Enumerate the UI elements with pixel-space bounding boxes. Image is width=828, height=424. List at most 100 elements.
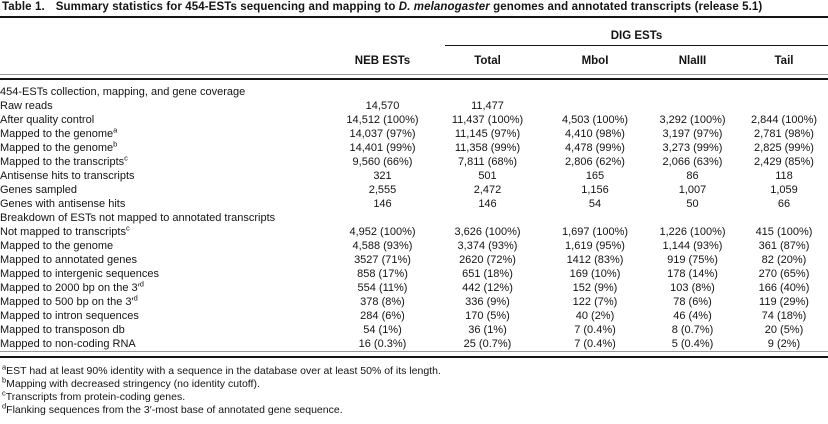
footnote: dFlanking sequences from the 3′-most bas… [2,401,826,417]
table-cell: 2,429 (85%) [754,156,814,168]
table-cell: 1,059 [770,184,798,196]
table-cell: 1412 (83%) [566,254,624,266]
caption-divider [0,16,828,18]
row-label: Mapped to 2000 bp on the 3′ [0,282,140,294]
table-cell: 858 (17%) [357,268,408,280]
table-row: Mapped to the genomeb 14,401 (99%) 11,358 … [0,140,828,155]
table-row: Antisense hits to transcripts 321 501 165 86… [0,169,828,183]
species-name: D. melanogaster [398,1,490,13]
row-label-cell: Antisense hits to transcripts [0,169,335,183]
row-label-cell: Genes with antisense hits [0,197,335,211]
row-label: Not mapped to transcripts [0,226,126,238]
row-label: Mapped to non-coding RNA [0,338,136,350]
table-cell: 166 (40%) [758,282,810,294]
table-cell: 9 (2%) [767,338,801,350]
table-cell: 3,374 (93%) [457,240,518,252]
table-cell: 119 (29%) [759,296,809,308]
table-row: Mapped to the genomea 14,037 (97%) 11,145 … [0,125,828,141]
table-cell: 1,156 [581,184,609,196]
table-cell: 3,626 (100%) [454,226,521,238]
row-label-cell: Mapped to annotated genes [0,253,335,267]
table-cell: 170 (5%) [465,310,510,322]
table-cell: 3527 (71%) [354,254,411,266]
table-cell [645,99,740,113]
table-row: Mapped to the genome 4,588 (93%) 3,374 (93… [0,239,828,253]
footnote-text: EST had at least 90% identity with a seq… [6,364,441,377]
table-number: Table 1. [2,1,45,13]
table-cell: 501 [478,170,497,182]
table-cell: 8 (0.7%) [671,324,714,336]
row-label: Genes with antisense hits [0,198,126,210]
table-cell: 1,144 (93%) [662,240,723,252]
table-row: After quality control 14,512 (100%) 11,437… [0,113,828,127]
table-row: Mapped to transposon db 54 (1%) 36 (1%) 7 (… [0,323,828,337]
table-cell: 14,037 (97%) [349,128,416,140]
table-cell: 122 (7%) [572,296,618,308]
table-cell: 5 (0.4%) [671,338,714,350]
row-label: Mapped to intron sequences [0,310,139,322]
footnote-marker: c [124,153,128,163]
table-cell: 11,358 (99%) [454,142,521,154]
row-label-cell: Mapped to intergenic sequences [0,267,335,281]
table-cell: 7 (0.4%) [574,324,616,336]
bottom-rule [0,351,828,358]
table-cell: 270 (65%) [758,268,810,280]
row-label: Mapped to the genome [0,240,114,252]
table-cell: 54 [588,198,602,210]
footnote-text: Transcripts from protein-coding genes. [5,390,186,403]
table-cell: 40 (2%) [575,310,615,322]
section-header: Breakdown of ESTs not mapped to annotate… [0,212,276,224]
table-cell: 378 (8%) [360,296,405,308]
summary-table: DIG ESTs NEB ESTs Total MboI NlaIII Tail… [0,18,828,358]
table-cell [545,99,645,113]
footnote-marker: a [113,125,118,135]
spanner-row: DIG ESTs [0,18,828,46]
table-cell: 165 [585,170,605,182]
table-cell: 1,619 (95%) [565,240,625,252]
table-caption: Table 1. Summary statistics for 454-ESTs … [0,0,828,16]
table-cell: 14,570 [365,100,400,112]
row-label: Mapped to the genome [0,128,114,140]
column-header-nlaiii: NlaIII [678,54,707,67]
table-cell: 1,007 [678,184,707,196]
table-cell: 152 (9%) [572,282,618,294]
table-cell [740,99,828,113]
column-header-row: NEB ESTs Total MboI NlaIII Tail [0,46,828,74]
table-row: Mapped to 500 bp on the 3′d 378 (8%) 336 (… [0,294,828,309]
table-cell: 3,273 (99%) [662,142,723,154]
table-cell: 9,560 (66%) [352,156,413,168]
column-header-mboi: MboI [581,54,609,67]
footnote-marker: d [2,401,7,411]
table-cell: 118 [775,170,793,182]
table-cell: 651 (18%) [462,268,513,280]
table-row: Mapped to 2000 bp on the 3′d 554 (11%) 442… [0,280,828,295]
table-row: Genes with antisense hits 146 146 54 50 66 [0,197,828,211]
table-cell: 146 [478,198,497,210]
row-label: Mapped to the genome [0,142,114,154]
table-cell: 14,401 (99%) [349,142,416,154]
table-cell: 7 (0.4%) [574,338,616,350]
footnote-marker: c [2,388,6,398]
row-label-cell: Genes sampled [0,183,335,197]
row-label-cell: After quality control [0,113,335,127]
footnote-marker: c [125,223,130,233]
header-rule-line [0,73,828,80]
bottom-rule-line [0,351,828,358]
table-cell: 86 [686,170,699,182]
table-cell: 178 (14%) [667,268,718,280]
table-cell: 25 (0.7%) [463,338,512,350]
table-row: Mapped to intron sequences 284 (6%) 170 (5… [0,309,828,323]
table-cell: 4,952 (100%) [349,226,416,238]
table-cell: 16 (0.3%) [358,338,407,350]
table-row: Mapped to intergenic sequences 858 (17%) 6… [0,267,828,281]
table-head: DIG ESTs NEB ESTs Total MboI NlaIII Tail [0,18,828,85]
row-label-cell: Mapped to non-coding RNA [0,337,335,352]
header-rule [0,73,828,80]
table-cell: 169 (10%) [569,268,621,280]
table-cell: 415 (100%) [755,226,813,238]
column-header-total: Total [474,54,501,67]
row-label-cell: Mapped to the genomea [0,125,335,141]
row-label-cell: Mapped to intron sequences [0,309,335,323]
spanner-cell: DIG ESTs [430,18,828,46]
